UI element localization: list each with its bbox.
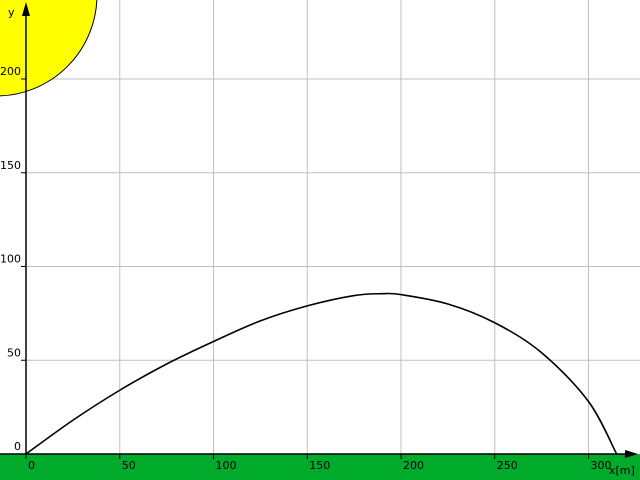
y-tick-label: 0	[14, 440, 21, 453]
x-axis-arrow-icon	[625, 450, 638, 458]
x-tick-label: 200	[403, 459, 424, 472]
y-axis-label: y	[8, 6, 15, 19]
x-tick-label: 50	[122, 459, 136, 472]
x-tick-label: 300	[591, 459, 612, 472]
x-tick-label: 250	[497, 459, 518, 472]
y-tick-label: 50	[7, 346, 21, 359]
x-tick-label: 150	[309, 459, 330, 472]
x-axis-label: x[m]	[609, 464, 635, 477]
sun-icon	[0, 0, 98, 97]
ground-strip	[0, 454, 640, 480]
y-tick-label: 100	[0, 253, 21, 266]
y-tick-label: 200	[0, 65, 21, 78]
y-axis-arrow-icon	[22, 2, 30, 16]
trajectory-line	[25, 292, 618, 455]
x-tick-label: 0	[28, 459, 35, 472]
grid-lines	[26, 0, 640, 454]
x-tick-label: 100	[216, 459, 237, 472]
y-tick-labels: 0 50 100 150 200	[0, 65, 21, 453]
x-tick-labels: 0 50 100 150 200 250 300	[28, 459, 612, 472]
axes	[0, 2, 638, 459]
y-tick-label: 150	[0, 159, 21, 172]
